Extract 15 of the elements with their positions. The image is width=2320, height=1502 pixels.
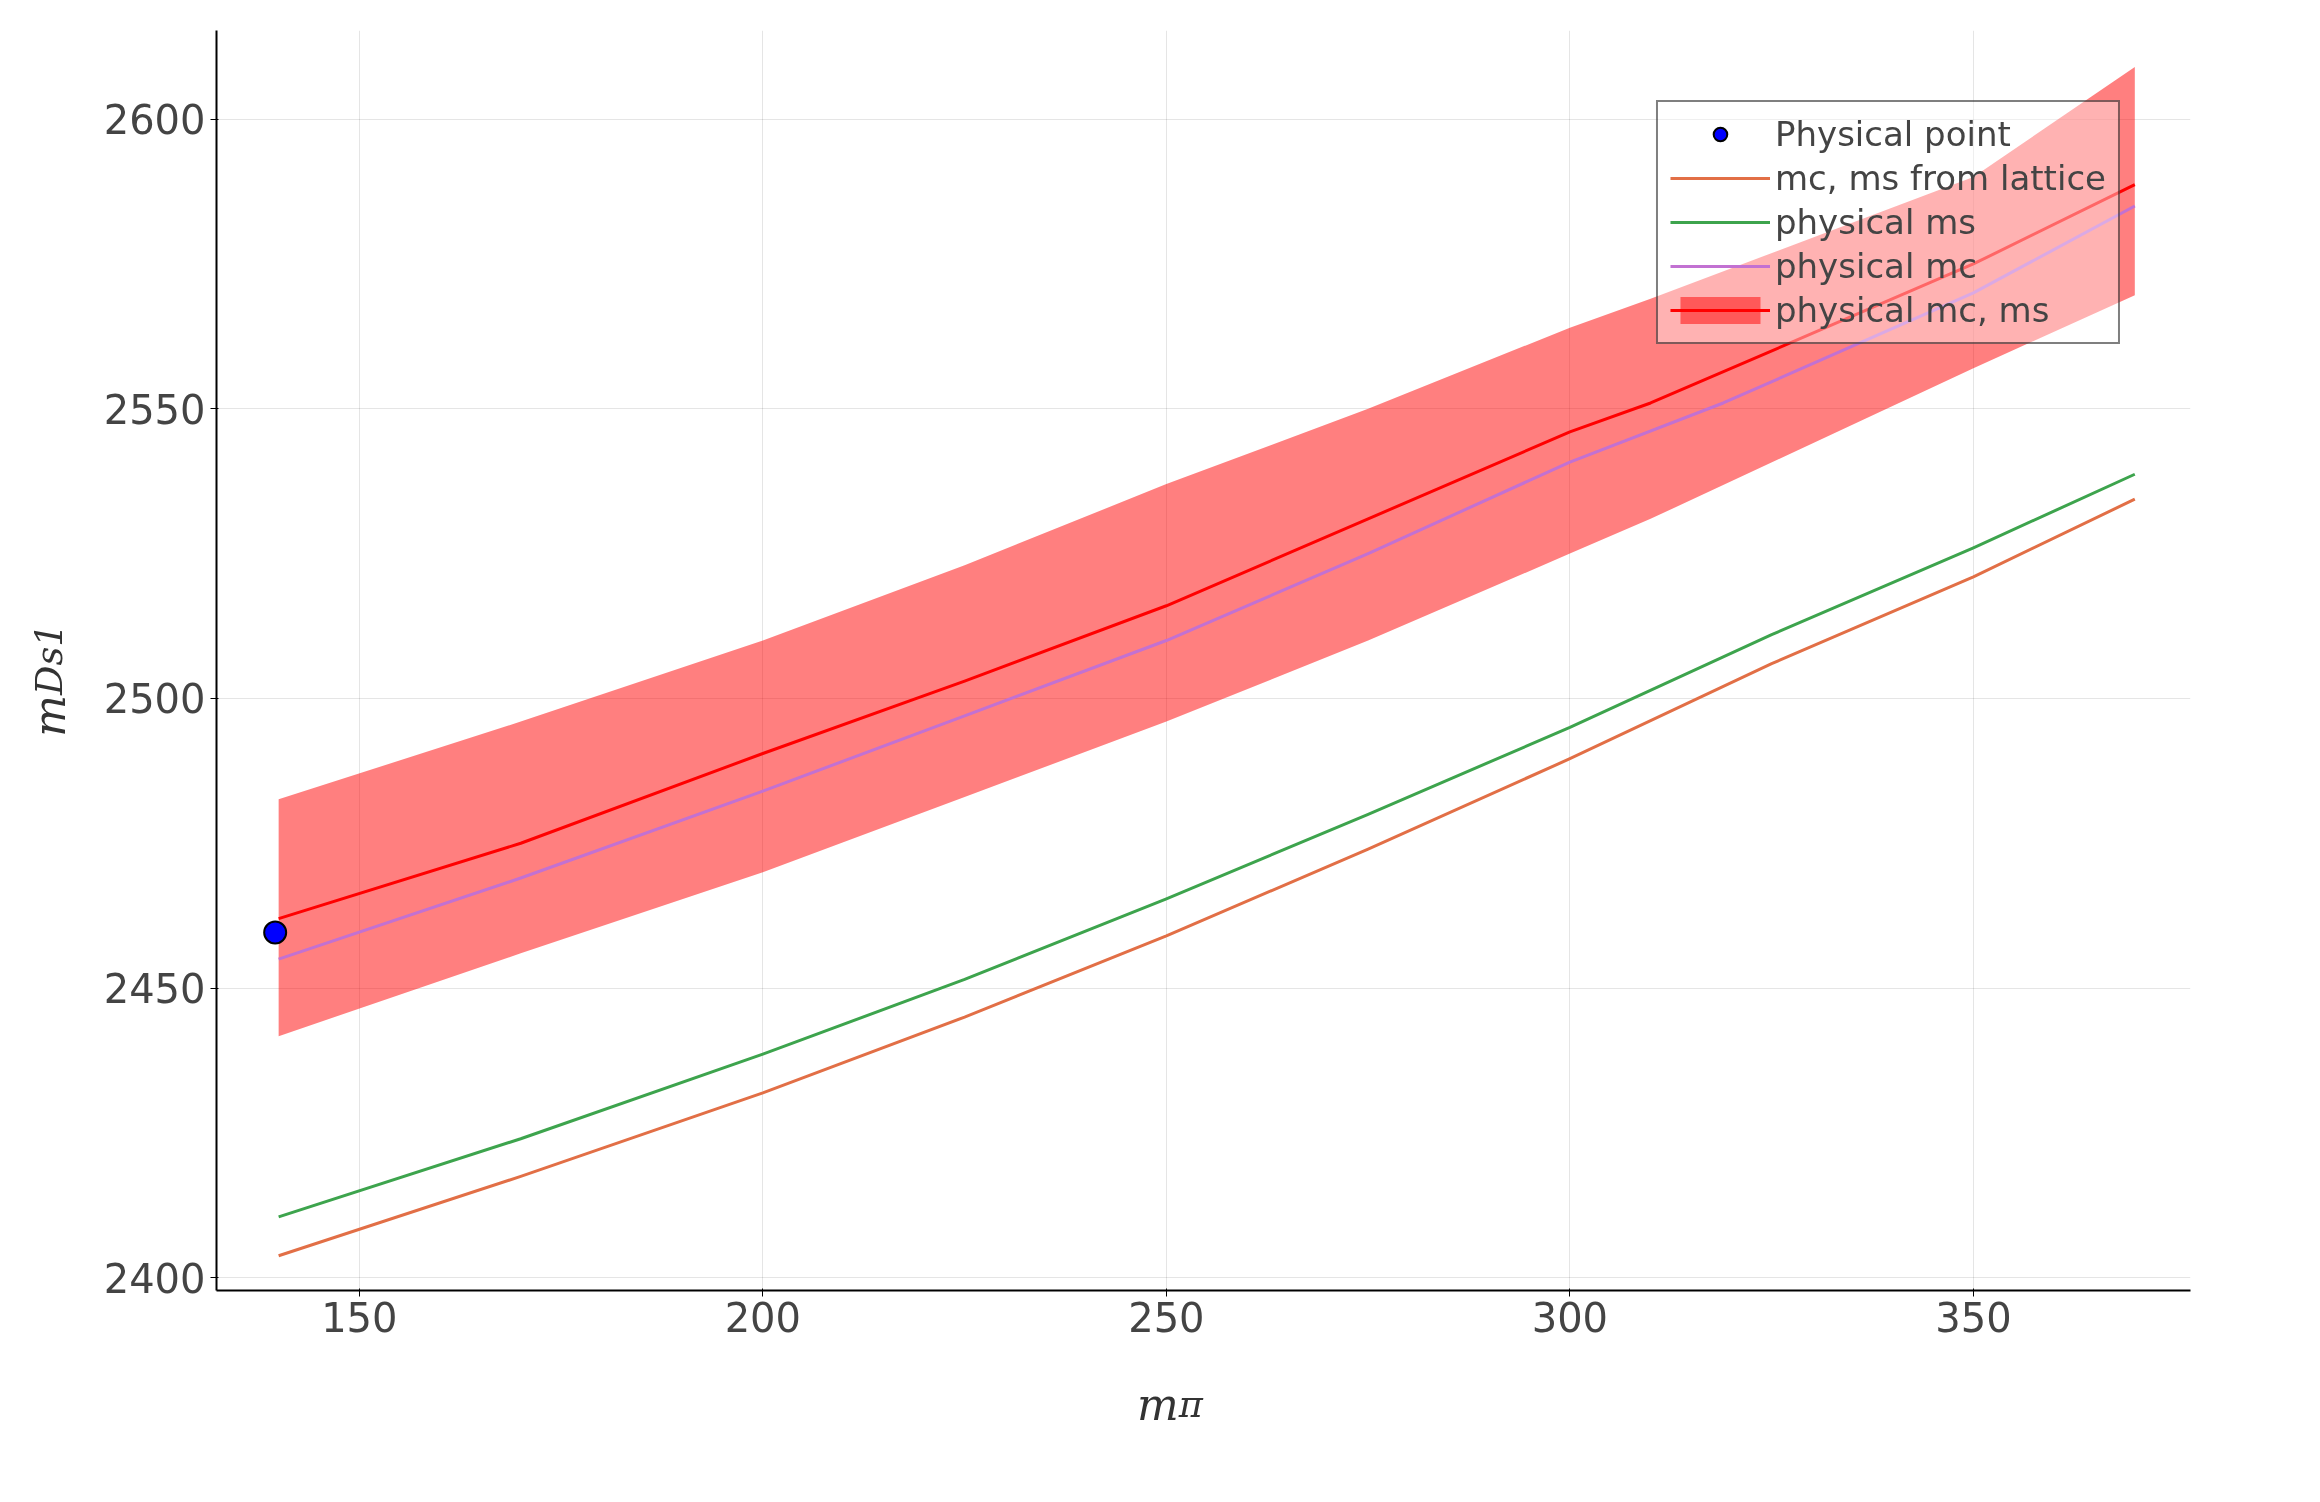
x-tick-label: 200 [724,1294,802,1341]
y-tick-label: 2450 [103,966,206,1013]
x-tick-label: 350 [1935,1294,2012,1341]
x-tick-label: 150 [321,1294,398,1341]
legend-label: physical mc, ms [1774,290,2050,330]
y-tick-label: 2550 [103,386,206,433]
legend-label: physical mc [1774,246,1977,286]
y-tick-label: 2500 [103,676,206,723]
legend-label: physical ms [1774,202,1977,242]
legend-label: mc, ms from lattice [1774,158,2106,198]
x-tick-label: 250 [1128,1294,1205,1341]
x-tick-label: 300 [1531,1294,1609,1341]
legend-label: Physical point [1774,114,2011,154]
y-tick-label: 2400 [103,1255,206,1302]
y-tick-label: 2600 [103,97,206,144]
